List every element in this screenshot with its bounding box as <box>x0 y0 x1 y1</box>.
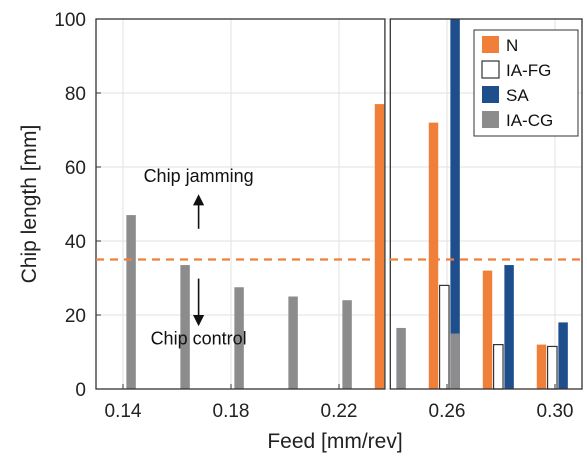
bar-ia-cg-0 <box>126 215 136 389</box>
bar-sa-1 <box>504 265 514 389</box>
y-tick-label-4: 80 <box>65 84 86 105</box>
annotation-text-0: Chip jamming <box>144 166 254 186</box>
legend-label-n: N <box>506 36 518 55</box>
ticks-layer: 0.14 0.18 0.22 0.26 0.30 0 20 40 60 80 100 <box>54 10 573 422</box>
bar-sa-2 <box>558 322 568 389</box>
y-tick-label-3: 60 <box>65 158 86 179</box>
legend-label-ia-fg: IA-FG <box>506 61 551 80</box>
x-tick-label-1: 0.18 <box>213 401 250 422</box>
x-axis-label: Feed [mm/rev] <box>267 430 402 453</box>
bar-ia-cg-2 <box>234 287 244 389</box>
y-tick-label-1: 20 <box>65 306 86 327</box>
panel-frame-0 <box>95 18 386 390</box>
x-tick-label-2: 0.22 <box>321 401 358 422</box>
x-tick-label-4: 0.30 <box>537 401 574 422</box>
legend-swatch-sa <box>482 86 499 103</box>
y-tick-label-2: 40 <box>65 232 86 253</box>
bar-n-0 <box>374 104 385 389</box>
bar-n-3 <box>536 344 547 389</box>
x-tick-label-3: 0.26 <box>429 401 466 422</box>
annotation-layer: Chip jamming Chip control <box>144 166 254 349</box>
legend-swatch-ia-cg <box>482 111 499 128</box>
annotation-text-1: Chip control <box>151 329 247 349</box>
bar-ia-fg-2 <box>546 345 558 390</box>
legend-label-sa: SA <box>506 86 529 105</box>
legend-swatch-n <box>482 36 499 53</box>
bar-n-1 <box>428 122 439 389</box>
y-tick-label-0: 0 <box>75 380 86 401</box>
frames-layer <box>95 18 583 390</box>
bar-ia-cg-5 <box>396 327 406 389</box>
bar-ia-cg-6 <box>450 333 460 389</box>
bar-ia-cg-1 <box>180 265 190 389</box>
y-tick-label-5: 100 <box>54 10 86 31</box>
x-tick-label-0: 0.14 <box>105 401 142 422</box>
bar-ia-cg-4 <box>342 300 352 389</box>
bar-n-2 <box>482 270 493 389</box>
bar-ia-fg-1 <box>492 344 504 390</box>
bar-sa-0 <box>450 19 460 389</box>
panel-frame-1 <box>389 18 583 390</box>
bar-ia-fg-0 <box>438 284 450 390</box>
legend-swatch-ia-fg <box>481 60 500 79</box>
legend-label-ia-cg: IA-CG <box>506 111 553 130</box>
bar-ia-cg-3 <box>288 296 298 389</box>
legend: N IA-FG SA IA-CG <box>473 29 579 137</box>
y-axis-label: Chip length [mm] <box>18 125 41 284</box>
